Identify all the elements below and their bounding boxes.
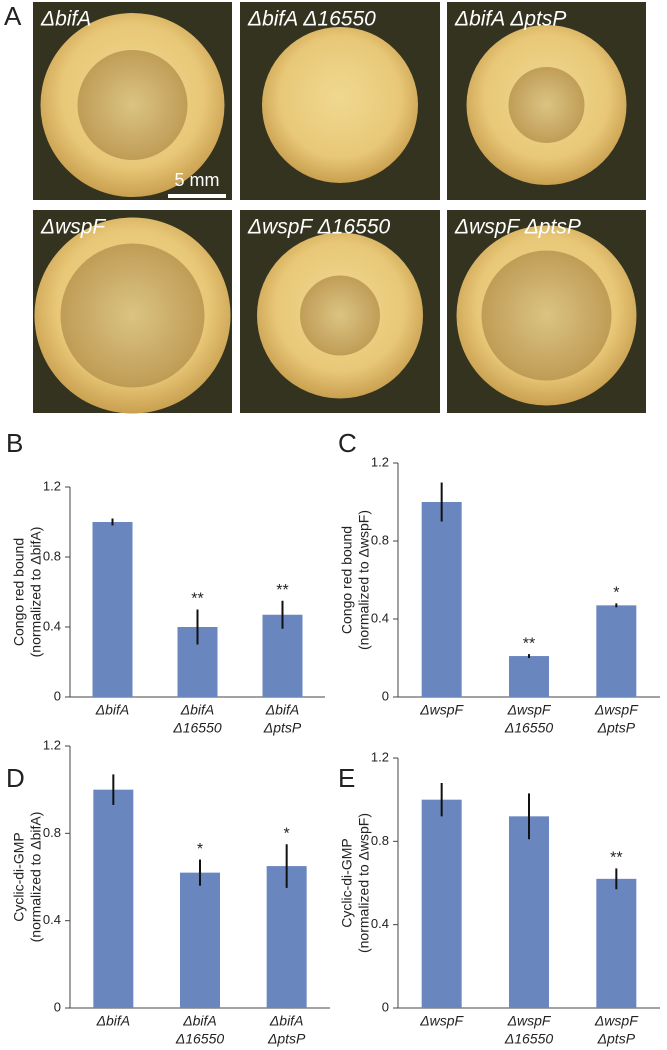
x-tick-label: ΔwspF: [507, 702, 552, 718]
x-tick-label: ΔptsP: [267, 1031, 306, 1047]
x-tick-label: Δ16550: [172, 720, 222, 736]
y-tick-label: 0: [54, 999, 61, 1014]
y-axis-label: (normalized to ΔwspF): [356, 813, 372, 953]
bar: [180, 872, 220, 1008]
y-tick-label: 1.2: [43, 737, 61, 752]
significance: **: [191, 591, 203, 608]
y-tick-label: 1.2: [371, 749, 389, 764]
x-tick-label: ΔbifA: [265, 702, 300, 718]
colony-core: [60, 243, 205, 388]
x-tick-label: ΔbifA: [96, 1013, 131, 1029]
panel-label: A: [4, 1, 22, 31]
x-tick-label: ΔptsP: [597, 1031, 636, 1047]
y-axis-label: (normalized to ΔbifA): [28, 527, 44, 658]
y-tick-label: 1.2: [371, 454, 389, 469]
y-tick-label: 0.8: [371, 833, 389, 848]
bar: [92, 522, 133, 697]
image-label: ΔwspF ΔptsP: [454, 216, 581, 239]
image-label: ΔbifA Δ16550: [247, 8, 376, 31]
bar: [596, 605, 637, 697]
y-tick-label: 0.4: [371, 610, 389, 625]
x-tick-label: Δ16550: [175, 1031, 225, 1047]
significance: **: [276, 582, 288, 599]
x-tick-label: ΔwspF: [594, 702, 639, 718]
x-tick-label: Δ16550: [504, 1031, 554, 1047]
bar: [509, 656, 549, 697]
significance: *: [197, 841, 203, 858]
x-tick-label: ΔptsP: [263, 720, 302, 736]
bar: [509, 816, 549, 1008]
image-label: ΔwspF: [40, 216, 106, 239]
image-label: ΔbifA: [40, 8, 91, 31]
y-tick-label: 0: [54, 688, 61, 703]
y-tick-label: 1.2: [43, 478, 61, 493]
y-tick-label: 0: [382, 688, 389, 703]
bar: [93, 789, 134, 1008]
x-tick-label: ΔbifA: [95, 702, 130, 718]
significance: *: [284, 825, 290, 842]
y-tick-label: 0.4: [43, 618, 61, 633]
x-tick-label: ΔbifA: [182, 1013, 217, 1029]
bar: [266, 866, 307, 1008]
x-tick-label: ΔwspF: [507, 1013, 552, 1029]
x-tick-label: ΔbifA: [180, 702, 215, 718]
colony-core: [77, 50, 188, 160]
x-tick-label: ΔwspF: [419, 702, 464, 718]
significance: **: [610, 850, 622, 867]
y-axis-label: (normalized to ΔbifA): [28, 812, 44, 943]
y-axis-label: Congo red bound: [339, 526, 355, 634]
y-tick-label: 0.8: [371, 532, 389, 547]
y-axis-label: Cyclic-di-GMP: [339, 838, 355, 927]
x-tick-label: ΔptsP: [597, 720, 636, 736]
colony-core: [508, 67, 585, 143]
y-axis-label: Congo red bound: [11, 538, 27, 646]
significance: **: [523, 635, 535, 652]
significance: *: [613, 585, 619, 602]
panel-label: D: [6, 763, 25, 793]
colony-core: [481, 250, 612, 381]
x-tick-label: ΔbifA: [269, 1013, 304, 1029]
image-label: ΔbifA ΔptsP: [454, 8, 566, 31]
colony: [262, 27, 418, 183]
colony-core: [300, 275, 380, 356]
image-label: ΔwspF Δ16550: [247, 216, 391, 239]
y-tick-label: 0: [382, 999, 389, 1014]
y-axis-label: Cyclic-di-GMP: [11, 832, 27, 921]
y-tick-label: 0.4: [43, 912, 61, 927]
panel-label: C: [338, 428, 357, 458]
panel-label: B: [6, 428, 23, 458]
scale-bar-label: 5 mm: [175, 170, 220, 190]
x-tick-label: ΔwspF: [594, 1013, 639, 1029]
y-tick-label: 0.8: [43, 548, 61, 563]
panel-label: E: [338, 763, 355, 793]
bar: [596, 878, 637, 1008]
x-tick-label: ΔwspF: [419, 1013, 464, 1029]
x-tick-label: Δ16550: [504, 720, 554, 736]
y-tick-label: 0.8: [43, 825, 61, 840]
y-axis-label: (normalized to ΔwspF): [356, 510, 372, 650]
bar: [421, 799, 462, 1008]
y-tick-label: 0.4: [371, 916, 389, 931]
bar: [421, 502, 462, 697]
